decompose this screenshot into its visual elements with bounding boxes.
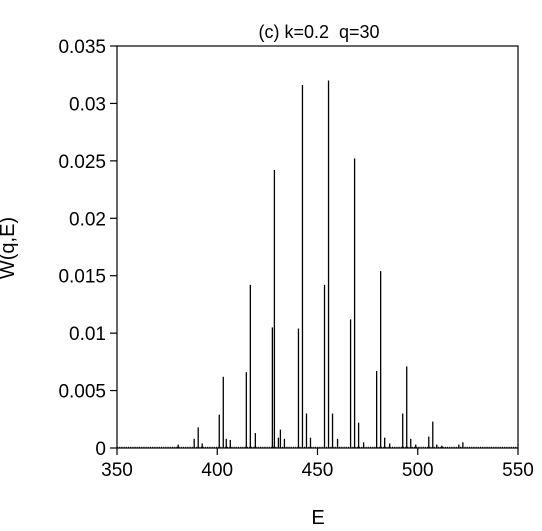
- chart-title: (c) k=0.2 q=30: [258, 22, 379, 42]
- x-tick-label: 550: [502, 460, 534, 481]
- y-tick-label: 0: [95, 439, 106, 460]
- y-tick-label: 0.025: [58, 152, 106, 173]
- x-axis: 350 400 450 500 550: [101, 448, 534, 481]
- y-tick-label: 0.015: [58, 267, 106, 288]
- y-tick-label: 0.03: [69, 94, 106, 115]
- y-tick-label: 0.01: [69, 324, 106, 345]
- y-axis: 0 0.005 0.01 0.015 0.02 0.025 0.03 0.035: [58, 37, 117, 460]
- x-tick-label: 450: [302, 460, 334, 481]
- y-axis-label: W(q,E): [0, 217, 19, 279]
- y-tick-label: 0.005: [58, 382, 106, 403]
- x-tick-label: 350: [101, 460, 133, 481]
- x-tick-label: 400: [201, 460, 233, 481]
- y-tick-label: 0.02: [69, 209, 106, 230]
- x-tick-label: 500: [402, 460, 434, 481]
- plot-frame: [116, 45, 519, 449]
- x-axis-label: E: [311, 507, 324, 529]
- bar-series: [117, 80, 518, 449]
- y-tick-label: 0.035: [58, 37, 106, 58]
